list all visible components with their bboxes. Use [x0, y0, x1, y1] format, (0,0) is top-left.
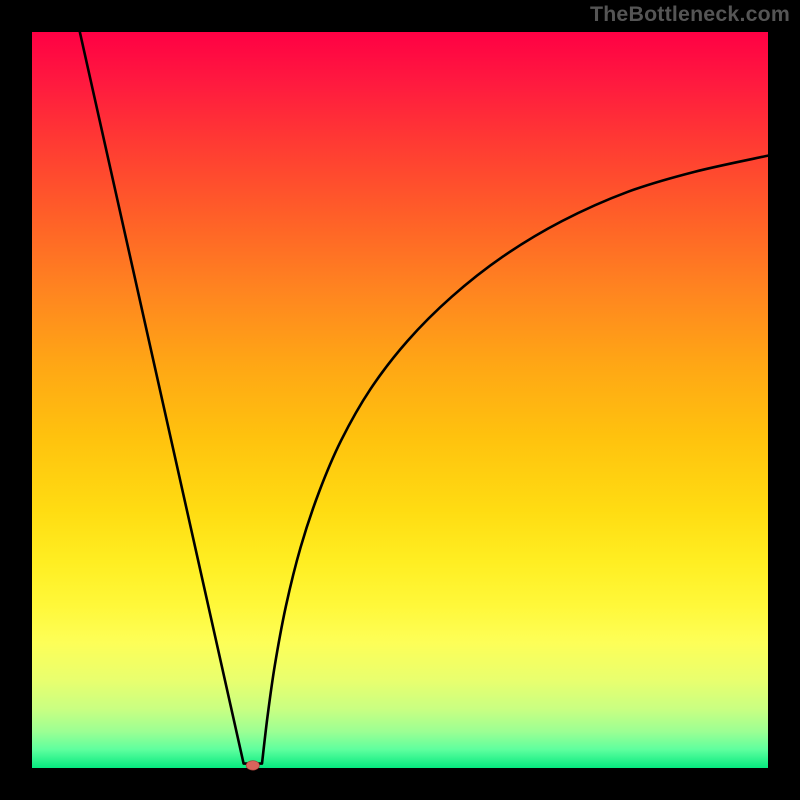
plot-area: [32, 32, 768, 768]
chart-stage: TheBottleneck.com: [0, 0, 800, 800]
bottleneck-chart-svg: [0, 0, 800, 800]
watermark-text: TheBottleneck.com: [590, 2, 790, 27]
optimal-point-marker: [246, 761, 259, 771]
